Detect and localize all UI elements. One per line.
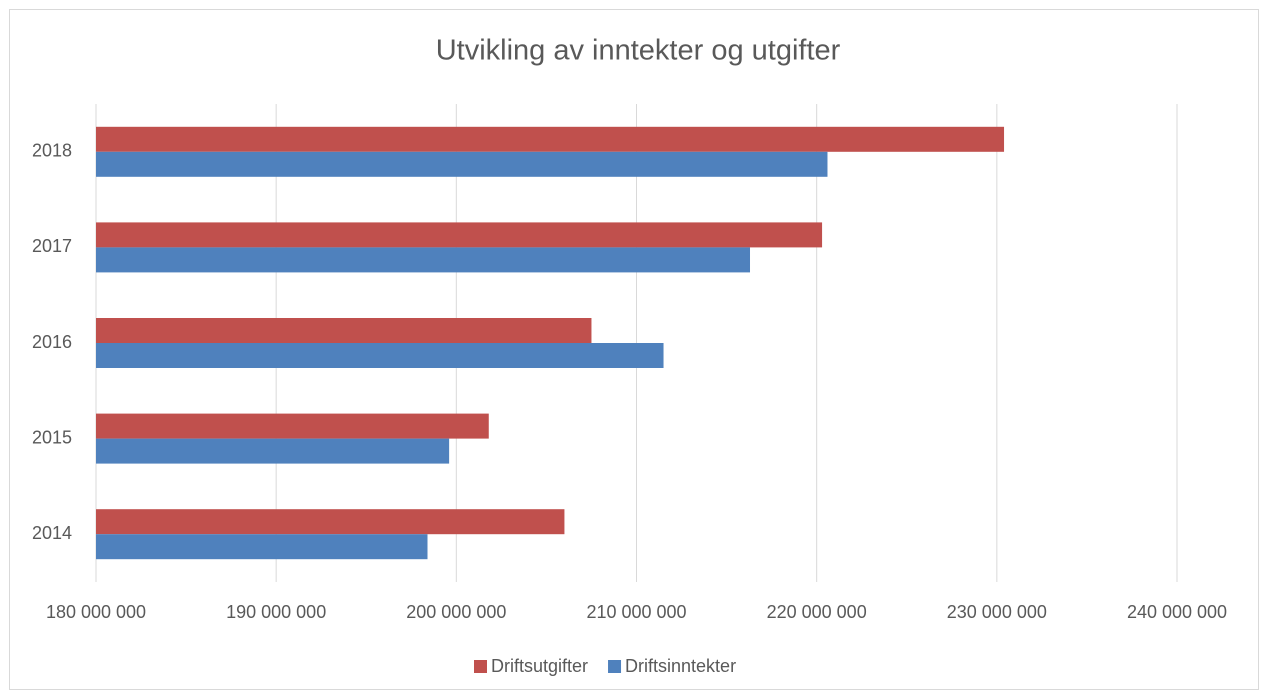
y-tick-label: 2017 bbox=[32, 236, 72, 256]
bar bbox=[96, 413, 489, 439]
y-tick-label: 2015 bbox=[32, 427, 72, 447]
y-tick-label: 2016 bbox=[32, 332, 72, 352]
bar bbox=[96, 318, 592, 343]
x-tick-label: 240 000 000 bbox=[1127, 602, 1227, 622]
chart-title: Utvikling av inntekter og utgifter bbox=[436, 35, 841, 67]
bar bbox=[96, 509, 565, 535]
x-tick-label: 190 000 000 bbox=[226, 602, 326, 622]
x-tick-label: 220 000 000 bbox=[767, 602, 867, 622]
x-tick-label: 180 000 000 bbox=[46, 602, 146, 622]
legend-swatch bbox=[474, 660, 487, 673]
bar bbox=[96, 438, 450, 464]
legend-label: Driftsinntekter bbox=[625, 656, 736, 676]
y-tick-label: 2014 bbox=[32, 523, 72, 543]
x-tick-label: 200 000 000 bbox=[406, 602, 506, 622]
bar bbox=[96, 247, 751, 273]
bar bbox=[96, 151, 828, 177]
x-tick-label: 210 000 000 bbox=[586, 602, 686, 622]
y-tick-label: 2018 bbox=[32, 141, 72, 161]
bar bbox=[96, 343, 664, 368]
legend-swatch bbox=[608, 660, 622, 673]
bar bbox=[96, 534, 428, 560]
bar bbox=[96, 126, 1005, 152]
legend-label: Driftsutgifter bbox=[491, 656, 588, 676]
x-tick-label: 230 000 000 bbox=[947, 602, 1047, 622]
bar bbox=[96, 222, 823, 248]
